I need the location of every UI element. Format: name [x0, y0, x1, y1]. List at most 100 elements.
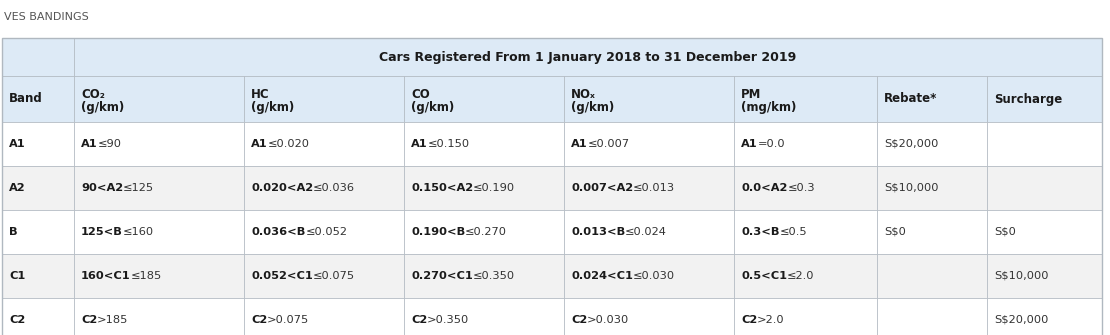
- Text: >2.0: >2.0: [757, 315, 785, 325]
- Text: NOₓ: NOₓ: [571, 87, 596, 100]
- Text: ≤0.190: ≤0.190: [473, 183, 515, 193]
- Text: Surcharge: Surcharge: [993, 92, 1062, 106]
- Text: 0.3<B: 0.3<B: [741, 227, 779, 237]
- Text: (mg/km): (mg/km): [741, 100, 796, 114]
- Text: S$20,000: S$20,000: [884, 139, 938, 149]
- Text: (g/km): (g/km): [251, 100, 294, 114]
- Bar: [404, 122, 564, 166]
- Text: A1: A1: [411, 139, 427, 149]
- Bar: [987, 76, 1102, 122]
- Text: 0.036<B: 0.036<B: [251, 227, 305, 237]
- Text: ≤185: ≤185: [131, 271, 162, 281]
- Text: ≤0.350: ≤0.350: [473, 271, 515, 281]
- Text: Rebate*: Rebate*: [884, 92, 937, 106]
- Text: ≤0.036: ≤0.036: [313, 183, 355, 193]
- Text: 125<B: 125<B: [81, 227, 123, 237]
- Text: (g/km): (g/km): [81, 100, 124, 114]
- Bar: [877, 166, 987, 210]
- Bar: [244, 122, 404, 166]
- Text: (g/km): (g/km): [571, 100, 614, 114]
- Text: ≤0.5: ≤0.5: [779, 227, 807, 237]
- Text: ≤0.270: ≤0.270: [465, 227, 507, 237]
- Bar: [734, 166, 877, 210]
- Text: CO₂: CO₂: [81, 87, 104, 100]
- Bar: [404, 298, 564, 335]
- Text: A1: A1: [741, 139, 758, 149]
- Text: >0.075: >0.075: [268, 315, 310, 325]
- Bar: [987, 122, 1102, 166]
- Bar: [987, 298, 1102, 335]
- Text: C2: C2: [411, 315, 427, 325]
- Bar: [74, 76, 244, 122]
- Text: ≤0.3: ≤0.3: [787, 183, 815, 193]
- Text: 90<A2: 90<A2: [81, 183, 123, 193]
- Text: A1: A1: [81, 139, 98, 149]
- Text: ≤0.020: ≤0.020: [268, 139, 310, 149]
- Text: A1: A1: [251, 139, 268, 149]
- Text: =0.0: =0.0: [758, 139, 785, 149]
- Text: C2: C2: [9, 315, 26, 325]
- Bar: [2, 76, 74, 122]
- Text: ≤2.0: ≤2.0: [787, 271, 815, 281]
- Bar: [74, 254, 244, 298]
- Text: ≤0.075: ≤0.075: [313, 271, 355, 281]
- Text: C2: C2: [81, 315, 98, 325]
- Bar: [404, 76, 564, 122]
- Text: CO: CO: [411, 87, 430, 100]
- Bar: [564, 76, 734, 122]
- Bar: [987, 210, 1102, 254]
- Text: 0.150<A2: 0.150<A2: [411, 183, 473, 193]
- Text: S$0: S$0: [993, 227, 1016, 237]
- Bar: [734, 298, 877, 335]
- Bar: [74, 210, 244, 254]
- Bar: [404, 210, 564, 254]
- Bar: [877, 210, 987, 254]
- Text: ≤0.013: ≤0.013: [633, 183, 675, 193]
- Text: PM: PM: [741, 87, 761, 100]
- Text: A1: A1: [571, 139, 587, 149]
- Bar: [877, 298, 987, 335]
- Bar: [564, 122, 734, 166]
- Bar: [244, 166, 404, 210]
- Bar: [564, 166, 734, 210]
- Bar: [877, 76, 987, 122]
- Text: (g/km): (g/km): [411, 100, 454, 114]
- Text: Band: Band: [9, 92, 43, 106]
- Text: >0.350: >0.350: [427, 315, 470, 325]
- Text: ≤0.150: ≤0.150: [427, 139, 470, 149]
- Text: 0.270<C1: 0.270<C1: [411, 271, 473, 281]
- Bar: [564, 298, 734, 335]
- Bar: [74, 38, 1102, 76]
- Text: >0.030: >0.030: [587, 315, 629, 325]
- Bar: [404, 254, 564, 298]
- Text: S$0: S$0: [884, 227, 906, 237]
- Text: B: B: [9, 227, 18, 237]
- Bar: [2, 166, 74, 210]
- Text: 0.052<C1: 0.052<C1: [251, 271, 313, 281]
- Bar: [74, 166, 244, 210]
- Bar: [734, 254, 877, 298]
- Text: ≤160: ≤160: [123, 227, 154, 237]
- Bar: [2, 254, 74, 298]
- Text: 0.190<B: 0.190<B: [411, 227, 465, 237]
- Text: 0.007<A2: 0.007<A2: [571, 183, 633, 193]
- Bar: [2, 122, 74, 166]
- Text: A1: A1: [9, 139, 26, 149]
- Bar: [404, 166, 564, 210]
- Text: >185: >185: [98, 315, 129, 325]
- Text: VES BANDINGS: VES BANDINGS: [4, 12, 89, 22]
- Bar: [74, 122, 244, 166]
- Bar: [734, 76, 877, 122]
- Bar: [244, 254, 404, 298]
- Text: C2: C2: [571, 315, 587, 325]
- Text: Cars Registered From 1 January 2018 to 31 December 2019: Cars Registered From 1 January 2018 to 3…: [380, 51, 797, 64]
- Text: ≤90: ≤90: [98, 139, 122, 149]
- Text: 0.0<A2: 0.0<A2: [741, 183, 787, 193]
- Bar: [244, 76, 404, 122]
- Text: S$10,000: S$10,000: [884, 183, 938, 193]
- Text: C1: C1: [9, 271, 26, 281]
- Bar: [244, 210, 404, 254]
- Bar: [877, 122, 987, 166]
- Text: HC: HC: [251, 87, 270, 100]
- Text: C2: C2: [741, 315, 757, 325]
